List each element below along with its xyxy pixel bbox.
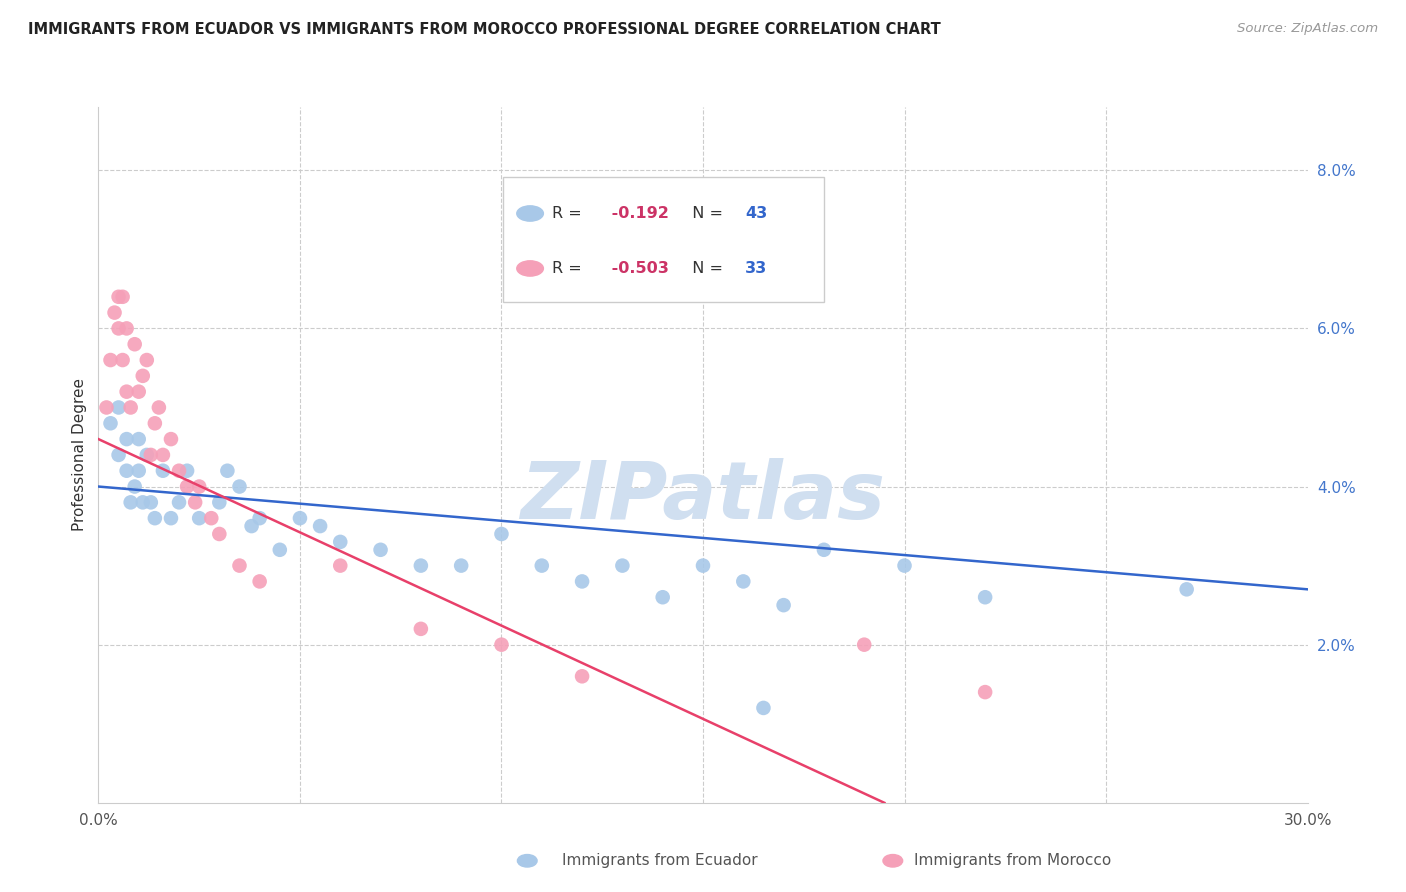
- Point: [1175, 582, 1198, 597]
- Text: ZIPatlas: ZIPatlas: [520, 458, 886, 536]
- Point: [152, 448, 174, 462]
- Point: [188, 511, 211, 525]
- Point: [612, 558, 634, 573]
- Point: [571, 669, 593, 683]
- Point: [269, 542, 291, 557]
- Point: [853, 638, 876, 652]
- Text: N =: N =: [682, 261, 728, 276]
- Point: [692, 558, 714, 573]
- Point: [167, 495, 190, 509]
- Point: [128, 384, 150, 399]
- Point: [120, 401, 142, 415]
- Point: [167, 464, 190, 478]
- Point: [96, 401, 118, 415]
- Point: [176, 479, 198, 493]
- Point: [813, 542, 835, 557]
- Point: [143, 511, 166, 525]
- Point: [893, 558, 915, 573]
- Point: [100, 417, 122, 431]
- Point: [128, 464, 150, 478]
- Point: [370, 542, 392, 557]
- Point: [571, 574, 593, 589]
- Point: [115, 321, 138, 335]
- Point: [143, 417, 166, 431]
- Point: [249, 574, 271, 589]
- Text: R =: R =: [553, 261, 586, 276]
- Point: [329, 534, 352, 549]
- Point: [188, 479, 211, 493]
- Text: N =: N =: [682, 206, 728, 221]
- Text: 33: 33: [745, 261, 768, 276]
- Point: [974, 685, 997, 699]
- Point: [100, 353, 122, 368]
- Point: [139, 448, 162, 462]
- Point: [228, 558, 250, 573]
- Bar: [503, 177, 824, 301]
- Point: [184, 495, 207, 509]
- Point: [139, 495, 162, 509]
- Point: [974, 591, 997, 605]
- Text: Source: ZipAtlas.com: Source: ZipAtlas.com: [1237, 22, 1378, 36]
- Point: [107, 321, 129, 335]
- Point: [530, 558, 553, 573]
- Point: [450, 558, 472, 573]
- Point: [132, 495, 155, 509]
- Point: [651, 591, 673, 605]
- Point: [208, 495, 231, 509]
- Circle shape: [517, 260, 543, 277]
- Point: [733, 574, 755, 589]
- Text: -0.192: -0.192: [606, 206, 669, 221]
- Point: [115, 432, 138, 446]
- Point: [148, 401, 170, 415]
- Point: [115, 384, 138, 399]
- Point: [249, 511, 271, 525]
- Text: IMMIGRANTS FROM ECUADOR VS IMMIGRANTS FROM MOROCCO PROFESSIONAL DEGREE CORRELATI: IMMIGRANTS FROM ECUADOR VS IMMIGRANTS FR…: [28, 22, 941, 37]
- Point: [491, 527, 513, 541]
- Point: [132, 368, 155, 383]
- Y-axis label: Professional Degree: Professional Degree: [72, 378, 87, 532]
- Point: [491, 638, 513, 652]
- Point: [208, 527, 231, 541]
- Point: [111, 353, 134, 368]
- Point: [160, 432, 183, 446]
- Point: [124, 337, 146, 351]
- Point: [135, 448, 157, 462]
- Point: [160, 511, 183, 525]
- Point: [124, 479, 146, 493]
- Point: [228, 479, 250, 493]
- Circle shape: [517, 206, 543, 221]
- Point: [217, 464, 239, 478]
- Point: [409, 558, 432, 573]
- Point: [772, 598, 794, 612]
- Point: [329, 558, 352, 573]
- Point: [309, 519, 332, 533]
- Point: [128, 432, 150, 446]
- Point: [409, 622, 432, 636]
- Point: [120, 495, 142, 509]
- Text: -0.503: -0.503: [606, 261, 669, 276]
- Point: [152, 464, 174, 478]
- Point: [752, 701, 775, 715]
- Point: [103, 305, 125, 319]
- Point: [176, 464, 198, 478]
- Point: [107, 290, 129, 304]
- Text: R =: R =: [553, 206, 586, 221]
- Point: [107, 448, 129, 462]
- Point: [107, 401, 129, 415]
- Point: [135, 353, 157, 368]
- Point: [240, 519, 263, 533]
- Point: [115, 464, 138, 478]
- Text: Immigrants from Ecuador: Immigrants from Ecuador: [562, 854, 758, 868]
- Point: [111, 290, 134, 304]
- Point: [288, 511, 311, 525]
- Text: 43: 43: [745, 206, 768, 221]
- Point: [200, 511, 222, 525]
- Text: Immigrants from Morocco: Immigrants from Morocco: [914, 854, 1111, 868]
